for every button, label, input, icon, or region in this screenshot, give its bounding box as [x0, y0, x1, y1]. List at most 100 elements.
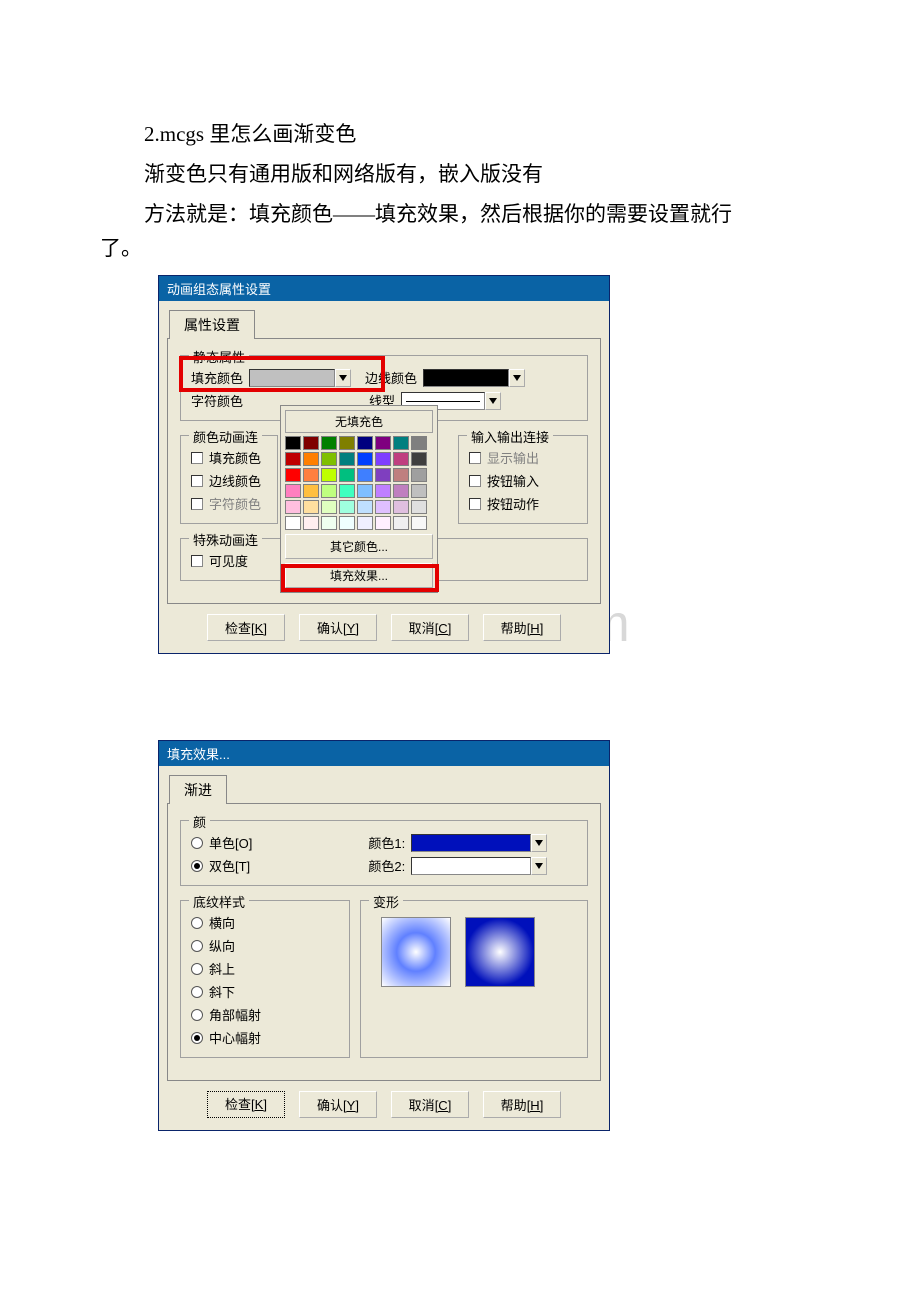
palette-swatch[interactable] [321, 484, 337, 498]
group-special-title: 特殊动画连 [189, 530, 262, 549]
btn-ok-1[interactable]: 确认[Y] [299, 614, 377, 641]
palette-swatch[interactable] [303, 436, 319, 450]
palette-swatch[interactable] [339, 484, 355, 498]
lbl-show-out: 显示输出 [487, 448, 539, 467]
palette-fill-effect[interactable]: 填充效果... [285, 563, 433, 588]
btn-check-2[interactable]: 检查[K] [207, 1091, 285, 1118]
palette-swatch[interactable] [393, 452, 409, 466]
radio-corner[interactable] [191, 1009, 203, 1021]
btn-check-1[interactable]: 检查[K] [207, 614, 285, 641]
palette-swatch[interactable] [285, 452, 301, 466]
chk-visible[interactable] [191, 555, 203, 567]
dialog-fill-effect: 填充效果... 渐进 颜 单色[O] 双色[T] 颜色1: 颜色2: [158, 740, 610, 1131]
palette-swatch[interactable] [393, 468, 409, 482]
dialog2-titlebar[interactable]: 填充效果... [159, 741, 609, 766]
palette-swatch[interactable] [393, 484, 409, 498]
btn-help-2[interactable]: 帮助[H] [483, 1091, 561, 1118]
palette-swatch[interactable] [357, 484, 373, 498]
palette-swatch[interactable] [357, 452, 373, 466]
chk-border-color[interactable] [191, 475, 203, 487]
palette-swatch[interactable] [357, 436, 373, 450]
palette-swatch[interactable] [411, 500, 427, 514]
palette-swatch[interactable] [375, 468, 391, 482]
palette-swatch[interactable] [357, 516, 373, 530]
doc-line-3b: 了。 [100, 232, 142, 266]
palette-swatch[interactable] [411, 436, 427, 450]
palette-swatch[interactable] [303, 500, 319, 514]
chk-btn-act[interactable] [469, 498, 481, 510]
palette-swatch[interactable] [375, 436, 391, 450]
palette-swatch[interactable] [393, 516, 409, 530]
palette-swatch[interactable] [303, 484, 319, 498]
doc-line-2: 渐变色只有通用版和网络版有，嵌入版没有 [144, 158, 543, 192]
palette-swatch[interactable] [411, 484, 427, 498]
radio-horizontal[interactable] [191, 917, 203, 929]
btn-help-1[interactable]: 帮助[H] [483, 614, 561, 641]
line-type-dropdown[interactable] [485, 392, 501, 410]
radio-diag-up[interactable] [191, 963, 203, 975]
fill-color-dropdown[interactable] [335, 369, 351, 387]
palette-swatch[interactable] [339, 516, 355, 530]
palette-swatch[interactable] [303, 452, 319, 466]
palette-swatch[interactable] [321, 436, 337, 450]
palette-swatch[interactable] [285, 436, 301, 450]
fill-color-swatch[interactable] [249, 369, 335, 387]
btn-ok-2[interactable]: 确认[Y] [299, 1091, 377, 1118]
variant-preview-2[interactable] [465, 917, 535, 987]
palette-swatch[interactable] [285, 468, 301, 482]
border-color-dropdown[interactable] [509, 369, 525, 387]
palette-swatch[interactable] [303, 468, 319, 482]
radio-double[interactable] [191, 860, 203, 872]
palette-swatch[interactable] [321, 452, 337, 466]
palette-no-fill[interactable]: 无填充色 [285, 410, 433, 433]
btn-cancel-1[interactable]: 取消[C] [391, 614, 469, 641]
tab-properties[interactable]: 属性设置 [169, 310, 255, 339]
chk-btn-in[interactable] [469, 475, 481, 487]
radio-single[interactable] [191, 837, 203, 849]
palette-swatch[interactable] [411, 468, 427, 482]
chk-fill-color[interactable] [191, 452, 203, 464]
group-pattern: 底纹样式 横向 纵向 斜上 斜下 角部幅射 中心幅射 [180, 900, 350, 1058]
palette-swatch[interactable] [321, 516, 337, 530]
palette-swatch[interactable] [339, 452, 355, 466]
color-palette-popup[interactable]: 无填充色 其它颜色... 填充效果... [280, 405, 438, 593]
lbl-chk-border: 边线颜色 [209, 471, 261, 490]
radio-vertical[interactable] [191, 940, 203, 952]
palette-swatch[interactable] [285, 516, 301, 530]
palette-swatch[interactable] [411, 516, 427, 530]
palette-swatch[interactable] [375, 500, 391, 514]
palette-swatch[interactable] [339, 436, 355, 450]
palette-swatch[interactable] [285, 484, 301, 498]
radio-diag-down[interactable] [191, 986, 203, 998]
btn-cancel-2[interactable]: 取消[C] [391, 1091, 469, 1118]
chk-show-out [469, 452, 481, 464]
palette-swatch[interactable] [375, 484, 391, 498]
palette-swatch[interactable] [321, 500, 337, 514]
dialog1-titlebar[interactable]: 动画组态属性设置 [159, 276, 609, 301]
lbl-btn-act: 按钮动作 [487, 494, 539, 513]
palette-swatch[interactable] [357, 500, 373, 514]
lbl-horizontal: 横向 [209, 913, 235, 932]
border-color-swatch[interactable] [423, 369, 509, 387]
palette-swatch[interactable] [285, 500, 301, 514]
color2-swatch[interactable] [411, 857, 531, 875]
variant-preview-1[interactable] [381, 917, 451, 987]
palette-swatch[interactable] [303, 516, 319, 530]
palette-other-colors[interactable]: 其它颜色... [285, 534, 433, 559]
palette-swatch[interactable] [393, 436, 409, 450]
palette-swatch[interactable] [375, 452, 391, 466]
palette-swatch[interactable] [411, 452, 427, 466]
palette-swatch[interactable] [393, 500, 409, 514]
color2-dropdown[interactable] [531, 857, 547, 875]
palette-swatch[interactable] [357, 468, 373, 482]
color1-dropdown[interactable] [531, 834, 547, 852]
tab-gradient[interactable]: 渐进 [169, 775, 227, 804]
palette-swatch[interactable] [375, 516, 391, 530]
palette-fill-effect-label: 填充效果... [330, 569, 388, 583]
palette-swatch[interactable] [339, 468, 355, 482]
label-char-color: 字符颜色 [191, 391, 243, 410]
palette-swatch[interactable] [321, 468, 337, 482]
radio-center[interactable] [191, 1032, 203, 1044]
palette-swatch[interactable] [339, 500, 355, 514]
color1-swatch[interactable] [411, 834, 531, 852]
